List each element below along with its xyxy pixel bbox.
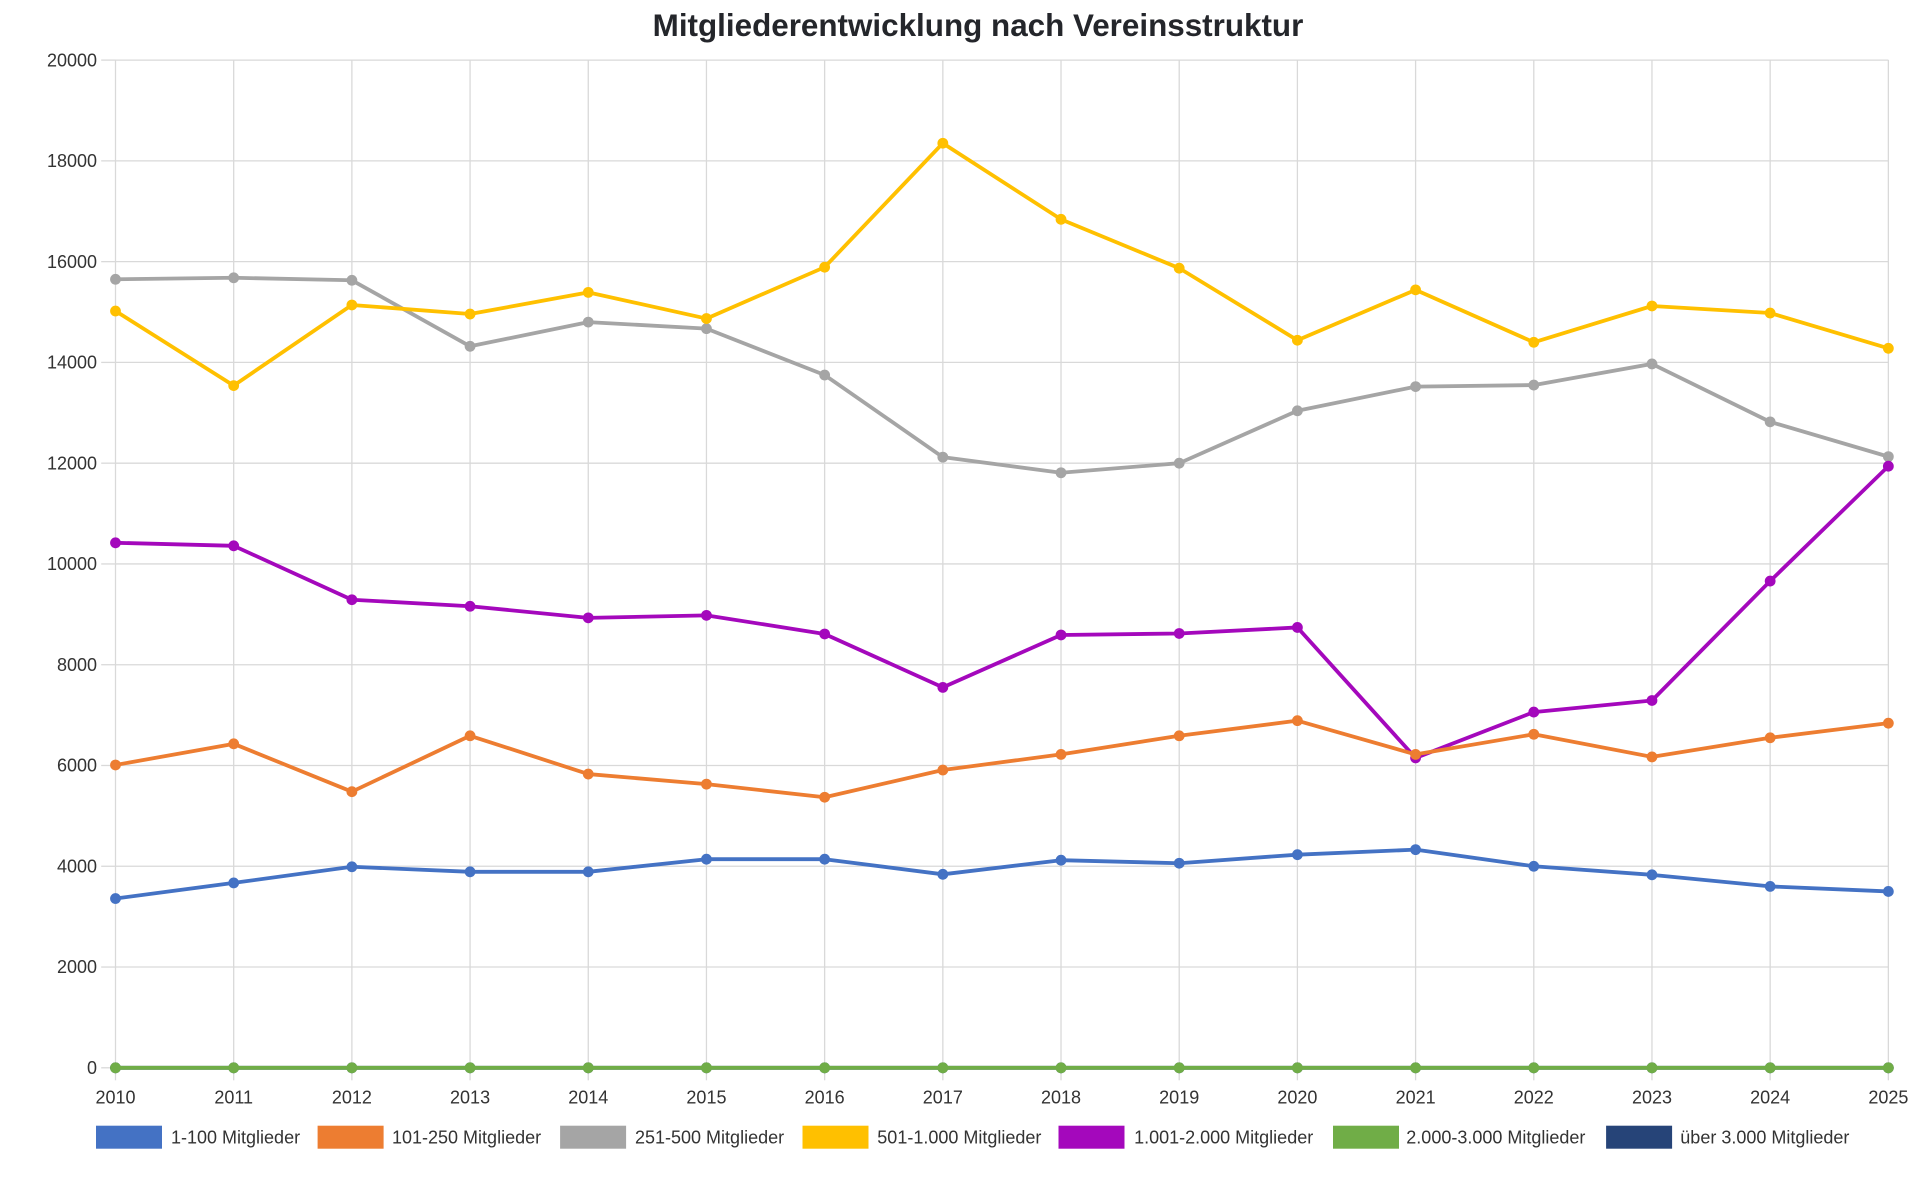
svg-text:2025: 2025 [1868, 1088, 1908, 1108]
svg-text:16000: 16000 [47, 252, 97, 272]
svg-text:2011: 2011 [214, 1088, 253, 1108]
svg-text:2023: 2023 [1632, 1088, 1672, 1108]
svg-text:12000: 12000 [47, 453, 97, 473]
svg-text:2019: 2019 [1159, 1088, 1199, 1108]
svg-text:2012: 2012 [332, 1088, 372, 1108]
svg-text:14000: 14000 [47, 353, 97, 373]
svg-text:2021: 2021 [1396, 1088, 1436, 1108]
svg-text:2020: 2020 [1277, 1088, 1317, 1108]
svg-text:8000: 8000 [57, 655, 97, 675]
svg-text:251-500 Mitglieder: 251-500 Mitglieder [635, 1128, 784, 1148]
svg-text:1.001-2.000 Mitglieder: 1.001-2.000 Mitglieder [1134, 1128, 1313, 1148]
svg-text:Mitgliederentwicklung nach Ver: Mitgliederentwicklung nach Vereinsstrukt… [653, 8, 1304, 43]
svg-text:2.000-3.000 Mitglieder: 2.000-3.000 Mitglieder [1406, 1128, 1585, 1148]
svg-text:2010: 2010 [95, 1088, 135, 1108]
svg-text:über 3.000 Mitglieder: über 3.000 Mitglieder [1680, 1128, 1849, 1148]
svg-text:2022: 2022 [1514, 1088, 1554, 1108]
svg-text:2013: 2013 [450, 1088, 490, 1108]
svg-text:20000: 20000 [47, 50, 97, 70]
svg-text:2015: 2015 [686, 1088, 726, 1108]
svg-text:2017: 2017 [923, 1088, 963, 1108]
svg-text:1-100 Mitglieder: 1-100 Mitglieder [171, 1128, 300, 1148]
svg-text:101-250 Mitglieder: 101-250 Mitglieder [392, 1128, 541, 1148]
svg-text:6000: 6000 [57, 756, 97, 776]
svg-text:10000: 10000 [47, 554, 97, 574]
svg-text:2018: 2018 [1041, 1088, 1081, 1108]
svg-text:2024: 2024 [1750, 1088, 1790, 1108]
svg-text:2014: 2014 [568, 1088, 608, 1108]
svg-text:2000: 2000 [57, 957, 97, 977]
svg-text:4000: 4000 [57, 856, 97, 876]
svg-text:0: 0 [87, 1058, 97, 1078]
svg-text:18000: 18000 [47, 151, 97, 171]
svg-text:2016: 2016 [805, 1088, 845, 1108]
svg-text:501-1.000 Mitglieder: 501-1.000 Mitglieder [877, 1128, 1041, 1148]
